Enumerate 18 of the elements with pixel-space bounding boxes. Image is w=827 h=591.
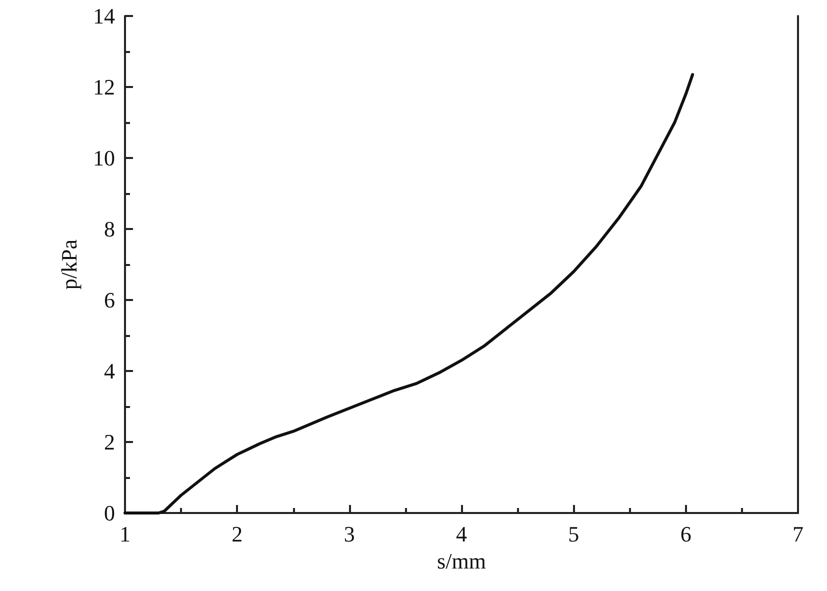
x-tick-label: 5 — [568, 522, 580, 546]
y-tick-label: 4 — [104, 358, 115, 384]
x-tick-label: 1 — [120, 522, 130, 546]
line-series — [124, 73, 694, 514]
x-tick-label: 4 — [456, 522, 467, 546]
y-tick-label: 8 — [104, 216, 115, 242]
y-tick-label: 0 — [104, 500, 115, 526]
y-axis-title: p/kPa — [56, 239, 82, 290]
x-tick-label: 7 — [792, 522, 804, 546]
y-tick-label: 12 — [93, 74, 115, 100]
x-tick-label: 2 — [232, 522, 243, 546]
x-tick-label: 3 — [344, 522, 355, 546]
x-axis-title: s/mm — [437, 548, 486, 574]
x-tick-label: 6 — [680, 522, 692, 546]
y-tick-label: 14 — [93, 4, 115, 28]
y-tick-label: 6 — [104, 288, 115, 312]
y-tick-label: 2 — [104, 430, 115, 454]
y-tick-label: 10 — [93, 146, 115, 170]
